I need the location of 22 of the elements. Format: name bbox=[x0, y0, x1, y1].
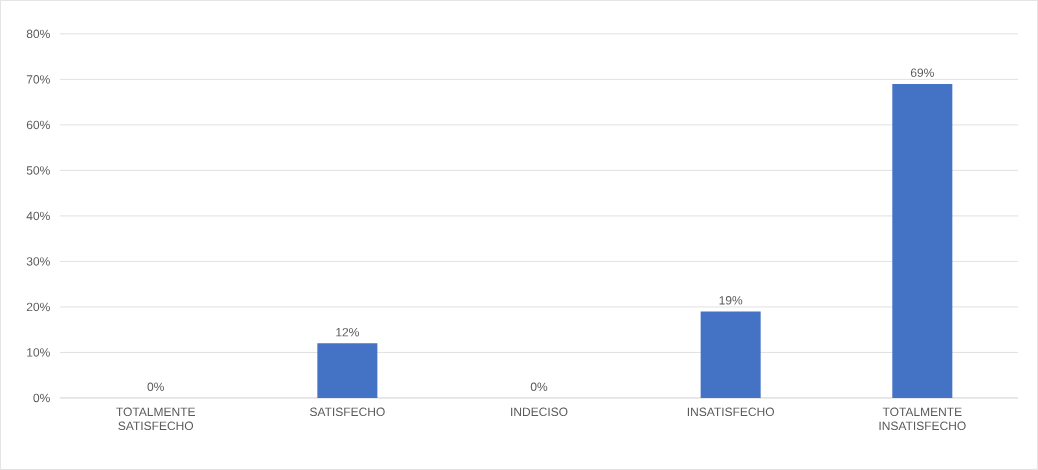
bar bbox=[317, 343, 378, 399]
data-label: 12% bbox=[336, 328, 359, 337]
y-tick-label: 40% bbox=[26, 211, 50, 221]
x-tick-label: SATISFECHO bbox=[310, 407, 385, 417]
x-tick-label: TOTALMENTE SATISFECHO bbox=[116, 407, 195, 431]
y-tick-label: 60% bbox=[26, 120, 50, 130]
data-label: 69% bbox=[910, 68, 934, 78]
y-tick-label: 70% bbox=[26, 75, 50, 84]
x-tick-label: INDECISO bbox=[511, 407, 568, 417]
data-label: 0% bbox=[147, 382, 164, 392]
data-label: 0% bbox=[530, 382, 548, 392]
y-tick-label: 80% bbox=[26, 29, 50, 39]
y-tick-label: 20% bbox=[26, 302, 50, 312]
y-tick-label: 0% bbox=[33, 393, 50, 403]
y-tick-label: 10% bbox=[27, 348, 50, 357]
y-tick-label: 30% bbox=[26, 257, 50, 266]
x-tick-label: INSATISFECHO bbox=[687, 407, 774, 417]
x-tick-label: TOTALMENTE INSATISFECHO bbox=[879, 407, 966, 431]
bar bbox=[700, 311, 761, 399]
y-tick-label: 50% bbox=[26, 166, 50, 175]
data-label: 19% bbox=[719, 296, 743, 305]
bar bbox=[892, 84, 953, 399]
